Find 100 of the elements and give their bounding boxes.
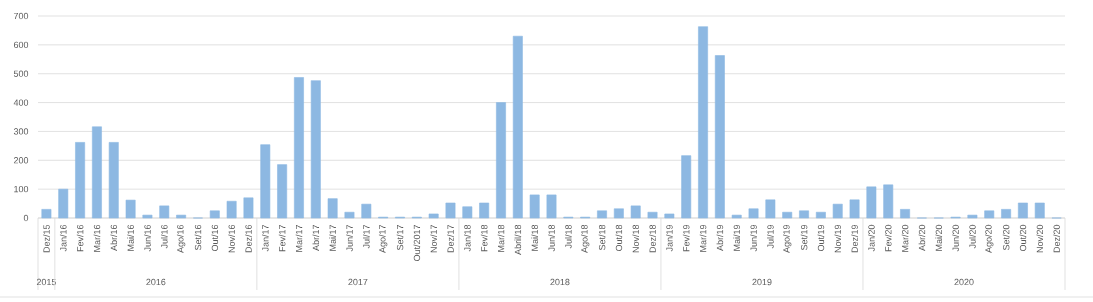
bar: [58, 188, 69, 219]
x-tick-label: Dez/16: [245, 224, 252, 253]
bar: [967, 214, 978, 219]
bar: [428, 213, 439, 219]
x-tick-label: Set/20: [1002, 224, 1010, 251]
x-tick-label: Jun/19: [750, 224, 757, 252]
x-tick-label: Jul/18: [565, 224, 572, 249]
x-tick-label: Jan/18: [464, 224, 471, 252]
bar: [108, 142, 119, 219]
bar: [226, 200, 237, 219]
text: 2020: [954, 278, 974, 286]
x-tick-label: Jul/16: [160, 224, 168, 249]
x-tick-label: Mar/18: [497, 224, 505, 252]
x-tick-label: Dez/19: [851, 224, 858, 253]
x-tick-label: Jun/17: [346, 224, 353, 252]
bar: [681, 155, 692, 219]
bar: [597, 210, 607, 219]
y-tick-label: 400: [13, 99, 29, 106]
bar: [900, 209, 910, 219]
bar: [479, 202, 490, 219]
x-tick-label: Out/18: [615, 224, 623, 252]
bar: [799, 210, 809, 219]
bar: [849, 199, 860, 219]
bar: [613, 208, 624, 219]
bar: [41, 209, 52, 219]
x-tick-label: Set/16: [194, 224, 202, 251]
bar: [243, 197, 254, 219]
x-tick-label: Fev/17: [278, 224, 286, 252]
text: 2016: [146, 278, 166, 286]
y-tick-label: 600: [13, 41, 29, 49]
bar: [1017, 202, 1028, 219]
x-tick-label: Jun/18: [548, 224, 555, 252]
x-tick-label: Fev/16: [76, 224, 84, 252]
y-tick-label: 0: [23, 214, 29, 222]
x-tick-label: Dez/18: [649, 224, 656, 253]
x-tick-label: Abril/18: [514, 224, 522, 255]
x-tick-label: Mai/20: [935, 224, 943, 251]
x-tick-label: Mar/19: [699, 224, 707, 252]
bar: [176, 214, 187, 219]
x-tick-label: Out/16: [211, 224, 219, 252]
x-tick-label: Out/2017: [413, 224, 421, 261]
x-tick-label: Jul/20: [969, 224, 976, 249]
x-tick-label: Mar/16: [93, 224, 101, 252]
x-tick-label: Jun/16: [144, 224, 151, 252]
bar: [731, 214, 742, 219]
x-tick-label: Fev/19: [682, 224, 690, 252]
text: 2018: [550, 278, 570, 286]
bar: [1001, 209, 1012, 219]
bar: [1034, 202, 1045, 219]
text: 2017: [348, 278, 368, 286]
x-tick-label: Fev/20: [884, 224, 892, 252]
x-tick-label: Mai/18: [531, 224, 538, 251]
x-tick-label: Mar/17: [295, 224, 303, 252]
x-tick-label: Ago/19: [783, 224, 792, 253]
bar: [496, 102, 506, 219]
x-tick-label: Jan/17: [261, 224, 269, 252]
x-tick-label: Jul/17: [363, 224, 370, 249]
bar: [984, 210, 995, 219]
bar: [782, 211, 793, 219]
bar: [815, 211, 826, 219]
y-tick-label: 700: [13, 12, 29, 20]
x-tick-label: Jan/16: [59, 224, 67, 252]
bar: [327, 198, 338, 219]
x-tick-label: Set/18: [598, 224, 606, 251]
bar: [277, 164, 288, 219]
x-tick-label: Mai/17: [329, 224, 336, 251]
bar: [294, 77, 304, 219]
y-tick-label: 300: [13, 128, 29, 135]
bar: [260, 144, 271, 219]
bar: [462, 206, 473, 219]
bar: [529, 194, 540, 219]
bar: [159, 205, 170, 219]
x-tick-label: Ago/17: [378, 224, 388, 253]
x-tick-label: Dez/17: [447, 224, 454, 253]
bar: [445, 202, 456, 219]
bar: [344, 211, 355, 219]
x-tick-label: Nov/19: [834, 224, 842, 253]
bar: [866, 186, 877, 219]
bar: [883, 184, 894, 219]
x-tick-label: Abr/17: [312, 224, 320, 251]
y-tick-label: 100: [14, 185, 29, 193]
x-tick-label: Out/19: [817, 224, 825, 252]
bar: [832, 203, 843, 219]
bar: [698, 26, 708, 219]
x-tick-label: Ago/16: [176, 224, 186, 253]
bar: [714, 55, 725, 219]
bar: [546, 194, 557, 219]
x-tick-label: Jan/20: [868, 224, 875, 252]
x-tick-label: Mai/16: [127, 224, 134, 251]
text: 2015: [36, 278, 57, 286]
x-tick-label: Dez/20: [1053, 224, 1060, 253]
x-tick-label: Abr/19: [716, 224, 724, 251]
x-tick-label: Nov/17: [430, 224, 437, 253]
x-tick-label: Jul/19: [767, 224, 774, 249]
x-tick-label: Out/20: [1019, 224, 1027, 252]
bar: [209, 210, 220, 219]
bar: [310, 80, 321, 219]
bar: [630, 205, 641, 219]
x-tick-label: Nov/20: [1036, 224, 1044, 253]
bar: [647, 211, 658, 219]
